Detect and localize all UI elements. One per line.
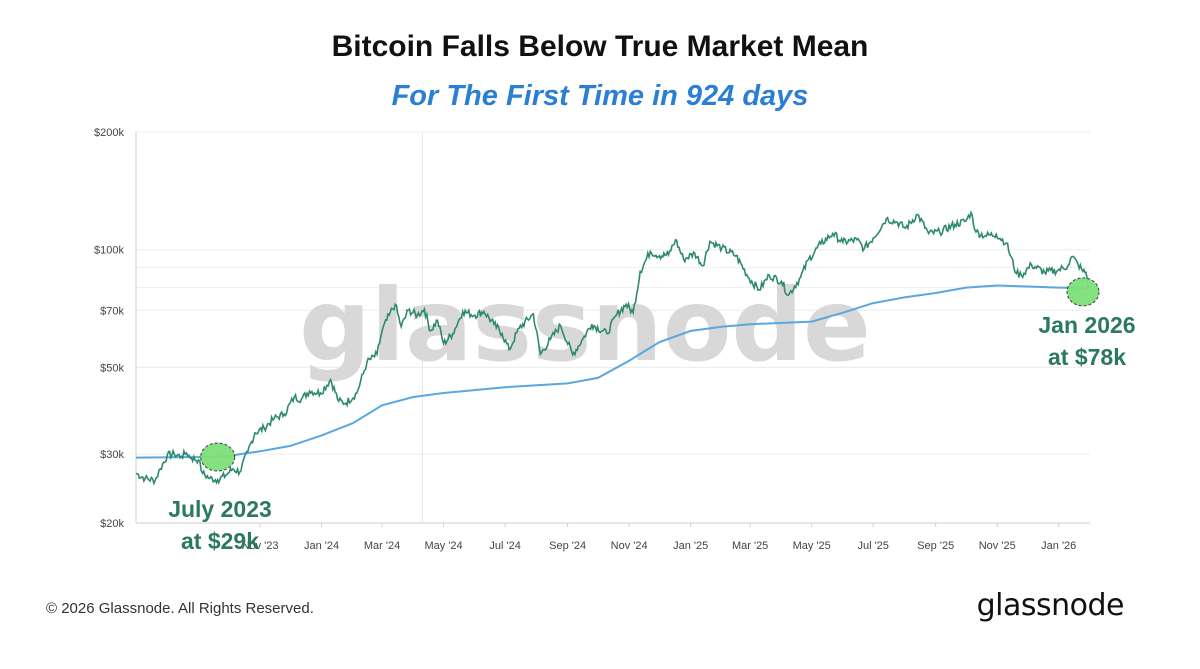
y-tick-label: $50k [100,362,124,374]
watermark-text: glassnode [299,267,871,384]
true-market-mean-line [135,284,1090,459]
highlight-circle-jan-2026 [1066,277,1100,307]
x-tick-label: Nov '23 [242,540,279,552]
highlight-circle-july-2023 [200,442,236,472]
glassnode-logo[interactable]: glassnode [976,588,1125,623]
x-tick-label: Sep '24 [549,540,586,552]
x-tick-label: Jan '24 [304,540,339,552]
x-tick-label: Mar '25 [732,540,768,552]
axis-frame [135,132,1090,524]
y-tick-label: $100k [94,245,124,257]
chart-title: Bitcoin Falls Below True Market Mean [331,30,869,63]
x-tick-label: Jul '24 [489,540,520,552]
chart-subtitle: For The First Time in 924 days [391,80,809,112]
y-tick-label: $200k [94,127,124,139]
annotation-july-2023-value: at $29k [181,528,259,554]
y-tick-label: $20k [100,518,124,530]
bitcoin-price-line [135,209,1090,486]
annotations: July 2023 at $29k Jan 2026 at $78k [168,312,1135,554]
x-tick-label: Sep '25 [917,540,954,552]
x-tick-label: May '25 [793,540,831,552]
x-tick-label: Jan '25 [673,540,708,552]
y-axis: $200k $100k $70k $50k $30k $20k [94,127,124,530]
annotation-jan-2026-title: Jan 2026 [1038,312,1135,338]
x-tick-label: Jan '26 [1041,540,1076,552]
x-tick-label: Jul '25 [857,540,888,552]
x-axis: Nov '23 Jan '24 Mar '24 May '24 Jul '24 Sep '… [242,523,1076,552]
x-tick-label: May '24 [424,540,462,552]
copyright-text: © 2026 Glassnode. All Rights Reserved. [46,600,314,617]
annotation-july-2023-title: July 2023 [168,496,272,522]
annotation-jan-2026-value: at $78k [1048,344,1126,370]
y-tick-label: $30k [100,449,124,461]
highlight-markers [200,277,1100,472]
x-tick-label: Nov '24 [611,540,648,552]
y-tick-label: $70k [100,305,124,317]
x-tick-label: Nov '25 [979,540,1016,552]
x-tick-label: Mar '24 [364,540,400,552]
